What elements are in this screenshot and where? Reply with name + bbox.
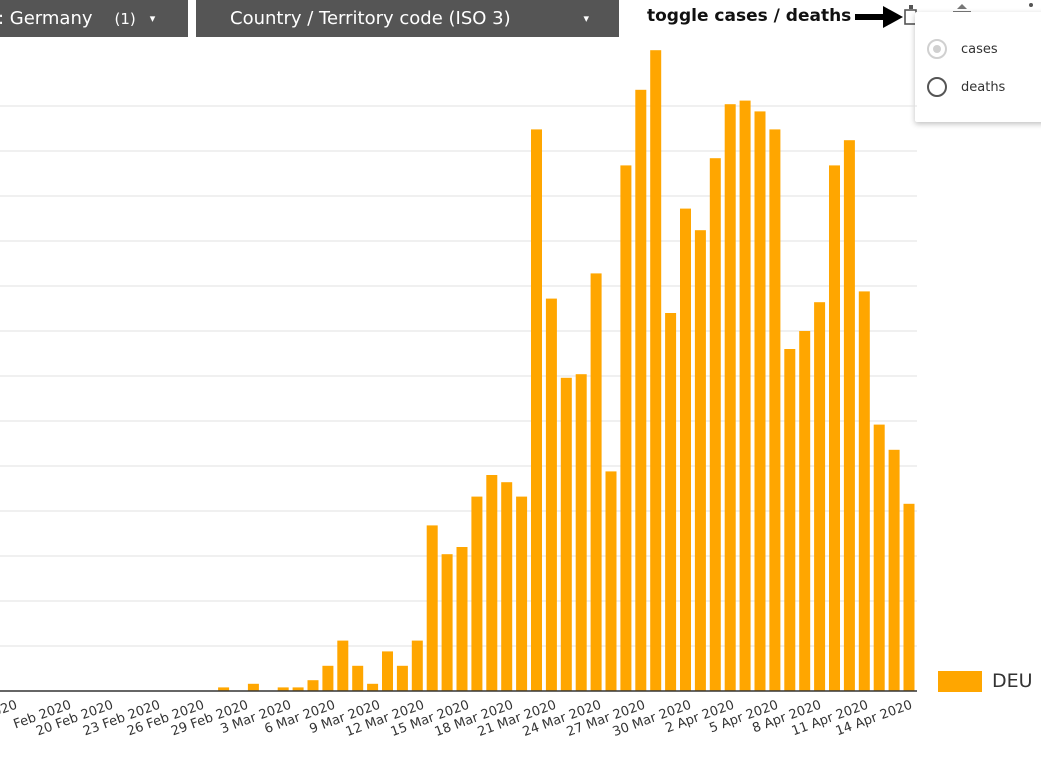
option-cases-label: cases (961, 41, 998, 57)
country-code-filter[interactable]: Country / Territory code (ISO 3) ▾ (196, 0, 619, 37)
bars (218, 50, 915, 692)
bar (724, 104, 736, 691)
legend-label: DEU (992, 670, 1033, 692)
country-code-filter-label: Country / Territory code (ISO 3) (230, 8, 511, 29)
bar (247, 683, 259, 691)
bar (277, 687, 289, 691)
bar (605, 471, 617, 691)
bar (382, 651, 393, 691)
bar (292, 687, 304, 691)
bar (650, 50, 662, 691)
country-filter-label: : Germany (0, 8, 93, 29)
bar (843, 140, 855, 691)
bar (218, 687, 230, 691)
country-filter-count: (1) (114, 9, 136, 28)
arrow-right-icon (855, 6, 903, 28)
bar (575, 374, 587, 691)
bar (739, 100, 751, 692)
bar (590, 273, 602, 691)
bar (456, 547, 468, 691)
bar (858, 291, 870, 691)
bar (337, 640, 349, 691)
radio-cases[interactable] (927, 39, 947, 59)
bar (531, 129, 542, 691)
bar (486, 475, 498, 691)
bar (501, 482, 513, 691)
bar (367, 683, 379, 691)
bar (322, 665, 334, 691)
legend: DEU (938, 670, 1033, 692)
chevron-down-icon[interactable]: ▾ (149, 12, 156, 25)
bar (694, 230, 706, 691)
bar (665, 313, 677, 691)
bar (560, 377, 572, 691)
bar (680, 208, 691, 691)
radio-deaths[interactable] (927, 77, 947, 97)
bar (784, 349, 796, 691)
bar (411, 640, 423, 691)
legend-swatch (938, 670, 982, 692)
bar (545, 298, 557, 691)
option-cases[interactable]: cases (927, 39, 998, 59)
bar (709, 158, 721, 691)
option-deaths-label: deaths (961, 79, 1006, 95)
bar (769, 129, 781, 691)
bar (829, 165, 840, 691)
toggle-popup: cases deaths (915, 12, 1041, 122)
toggle-cases-deaths-label: toggle cases / deaths (647, 6, 852, 26)
bar (873, 424, 885, 691)
bar (799, 331, 811, 691)
bar (903, 503, 915, 691)
bar (352, 665, 364, 691)
bar (754, 111, 766, 691)
country-filter[interactable]: : Germany (1) ▾ (0, 0, 188, 37)
chevron-down-icon[interactable]: ▾ (583, 12, 589, 25)
bar (471, 496, 483, 691)
bar (620, 165, 632, 691)
bar (307, 680, 319, 691)
bar (396, 665, 408, 691)
bar (441, 554, 453, 691)
bar (635, 89, 647, 692)
bar (814, 302, 826, 691)
option-deaths[interactable]: deaths (927, 77, 1005, 97)
bar (426, 525, 438, 691)
bar (516, 496, 528, 691)
more-options-icon[interactable] (1028, 2, 1034, 12)
bar (888, 449, 900, 691)
